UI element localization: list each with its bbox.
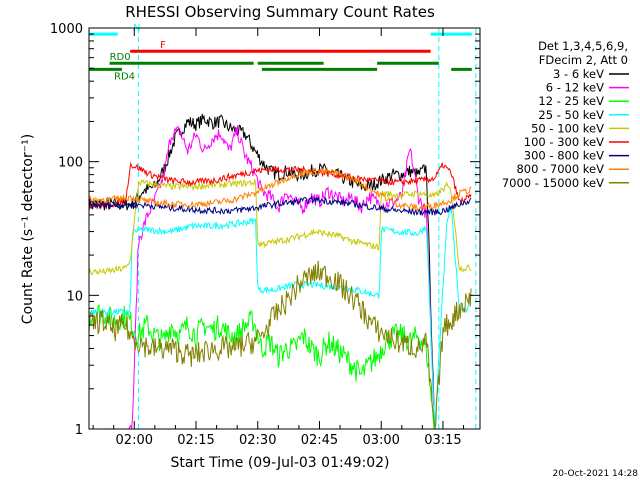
series-6 <box>88 195 472 217</box>
series-line-7 <box>88 167 472 212</box>
flag-label-0: N <box>133 23 140 34</box>
series-2 <box>88 304 435 430</box>
y-tick-label-2: 100 <box>58 156 83 171</box>
legend-label-7: 800 - 7000 keV <box>516 162 604 176</box>
footer-date: 20-Oct-2021 14:28 <box>553 469 639 479</box>
legend-label-2: 12 - 25 keV <box>538 94 604 108</box>
x-tick-label-2: 02:30 <box>239 433 276 448</box>
x-tick-label-5: 03:15 <box>424 433 461 448</box>
legend-label-5: 100 - 300 keV <box>524 135 604 149</box>
y-tick-label-3: 1000 <box>50 22 83 37</box>
flag-label-6: RD4 <box>114 71 135 82</box>
flag-label-3: RD0 <box>110 52 131 63</box>
x-axis-label: Start Time (09-Jul-03 01:49:02) <box>170 455 389 471</box>
y-axis-label: Count Rate (s⁻¹ detector⁻¹) <box>20 134 36 324</box>
series-5 <box>88 161 472 210</box>
plot-area: N F RD0 RD4 <box>88 23 477 430</box>
flag-label-2: F <box>160 40 166 51</box>
series-line-8 <box>88 260 472 430</box>
legend-label-1: 6 - 12 keV <box>546 81 604 95</box>
x-tick-label-4: 03:00 <box>362 433 399 448</box>
series-line-0 <box>88 113 435 407</box>
legend-label-0: 3 - 6 keV <box>553 67 604 81</box>
series-line-4 <box>88 179 472 276</box>
x-tick-label-0: 02:00 <box>116 433 153 448</box>
x-tick-label-3: 02:45 <box>301 433 338 448</box>
series-line-5 <box>88 161 472 210</box>
legend-header-0: Det 1,3,4,5,6,9, <box>538 39 628 53</box>
legend-label-4: 50 - 100 keV <box>531 121 604 135</box>
series-line-3 <box>88 207 472 428</box>
series-line-6 <box>88 195 472 217</box>
chart-title: RHESSI Observing Summary Count Rates <box>125 3 435 21</box>
plot-frame <box>88 27 481 430</box>
y-tick-label-1: 10 <box>66 289 83 304</box>
series-4 <box>88 179 472 276</box>
series-0 <box>88 113 435 407</box>
series-line-2 <box>88 304 435 430</box>
y-axis: 1 10 100 1000 <box>50 22 480 438</box>
x-axis: 02:00 02:15 02:30 02:45 03:00 03:15 <box>92 28 465 448</box>
legend-label-8: 7000 - 15000 keV <box>502 176 604 190</box>
x-tick-label-1: 02:15 <box>177 433 214 448</box>
series-8 <box>88 260 472 430</box>
legend: Det 1,3,4,5,6,9,FDecim 2, Att 03 - 6 keV… <box>502 39 629 190</box>
series-7 <box>88 167 472 212</box>
legend-label-6: 300 - 800 keV <box>524 149 604 163</box>
legend-header-1: FDecim 2, Att 0 <box>539 53 628 67</box>
legend-label-3: 25 - 50 keV <box>538 108 604 122</box>
y-tick-label-0: 1 <box>75 423 83 438</box>
series-3 <box>88 207 472 428</box>
